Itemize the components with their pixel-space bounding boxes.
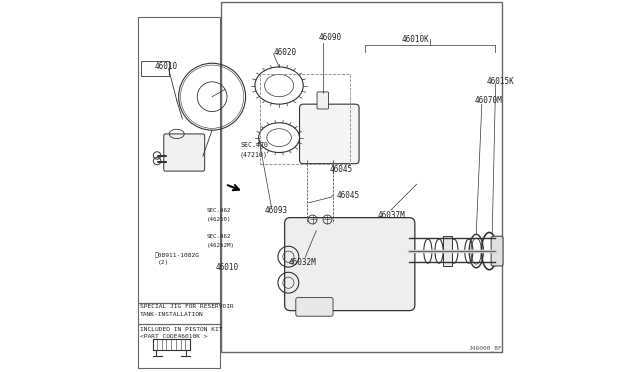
FancyBboxPatch shape [443,236,452,266]
Text: 46010: 46010 [216,263,239,272]
Text: 46045: 46045 [330,165,353,174]
FancyBboxPatch shape [285,218,415,311]
FancyBboxPatch shape [164,134,205,171]
Text: 46010K: 46010K [402,35,429,44]
Text: (47210): (47210) [240,151,268,158]
Bar [138,324,220,368]
Text: SEC.462: SEC.462 [207,234,231,239]
Text: 46032M: 46032M [289,258,316,267]
FancyBboxPatch shape [317,92,328,109]
Text: 46015K: 46015K [486,77,515,86]
Text: 46020: 46020 [273,48,296,57]
Text: 46010: 46010 [154,62,177,71]
Text: TANK-INSTALLATION: TANK-INSTALLATION [140,312,204,317]
FancyBboxPatch shape [491,236,503,266]
FancyBboxPatch shape [296,298,333,316]
Text: (46252M): (46252M) [207,243,234,248]
Text: INCLUDED IN PISTON KIT: INCLUDED IN PISTON KIT [140,327,223,332]
FancyBboxPatch shape [300,104,359,164]
Bar [141,61,168,76]
Bar [138,303,220,324]
Text: SEC.462: SEC.462 [207,208,231,213]
Text: 08911-1082G: 08911-1082G [154,252,200,258]
Text: J46000_8F: J46000_8F [468,346,502,352]
Text: SEC.470: SEC.470 [240,142,268,148]
Text: <PART CODE46010K >: <PART CODE46010K > [140,334,207,339]
Text: (2): (2) [158,260,170,265]
Text: 46093: 46093 [264,206,287,215]
Text: 46070M: 46070M [474,96,502,105]
Bar [260,74,349,164]
Bar [221,2,502,352]
Text: 46045: 46045 [337,191,360,200]
Text: (46250): (46250) [207,217,231,222]
Text: 46090: 46090 [319,33,342,42]
Bar [138,17,220,303]
Text: 46037M: 46037M [378,211,405,220]
Text: SPECIAL JIG FOR RESERVOIR: SPECIAL JIG FOR RESERVOIR [140,304,234,310]
